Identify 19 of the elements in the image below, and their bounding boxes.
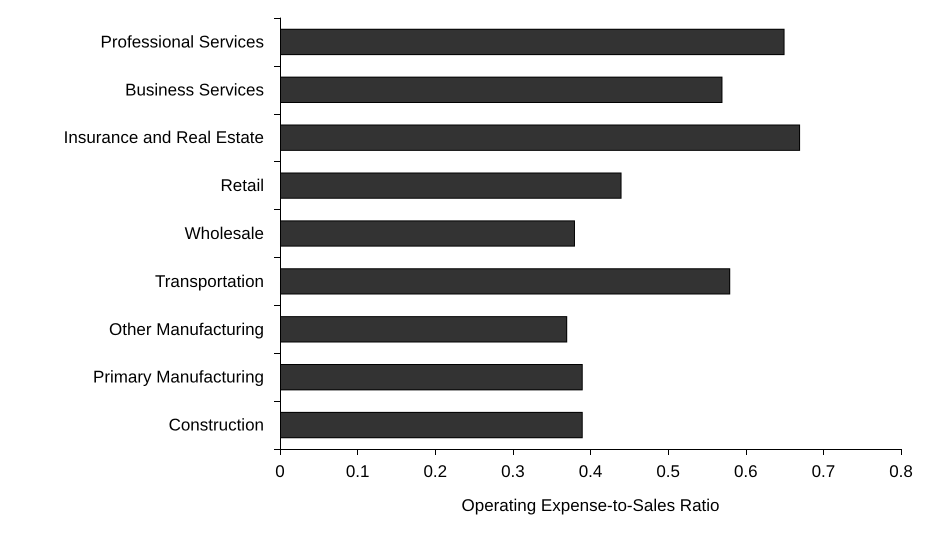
y-tick-label: Other Manufacturing bbox=[109, 320, 264, 339]
x-tick-label: 0.6 bbox=[734, 462, 758, 481]
x-tick-label: 0.4 bbox=[578, 462, 602, 481]
y-tick-label: Professional Services bbox=[100, 32, 264, 52]
x-axis-title: Operating Expense-to-Sales Ratio bbox=[462, 496, 720, 515]
y-tick-label: Retail bbox=[220, 176, 264, 196]
y-tick-label: Insurance and Real Estate bbox=[64, 128, 264, 148]
y-tick-label: Primary Manufacturing bbox=[92, 368, 264, 387]
x-tick-label: 0.5 bbox=[656, 462, 680, 481]
x-tick-label: 0.1 bbox=[346, 462, 370, 481]
x-tick-label: 0.7 bbox=[812, 462, 836, 481]
x-tick-label: 0 bbox=[275, 462, 285, 481]
y-tick-label: Transportation bbox=[155, 272, 264, 291]
x-tick-label: 0.3 bbox=[501, 462, 525, 481]
y-tick-label: Construction bbox=[168, 416, 264, 435]
x-tick-label: 0.8 bbox=[889, 462, 913, 481]
x-tick-label: 0.2 bbox=[423, 462, 448, 481]
y-tick-label: Business Services bbox=[125, 80, 264, 100]
y-tick-label: Wholesale bbox=[184, 224, 264, 243]
